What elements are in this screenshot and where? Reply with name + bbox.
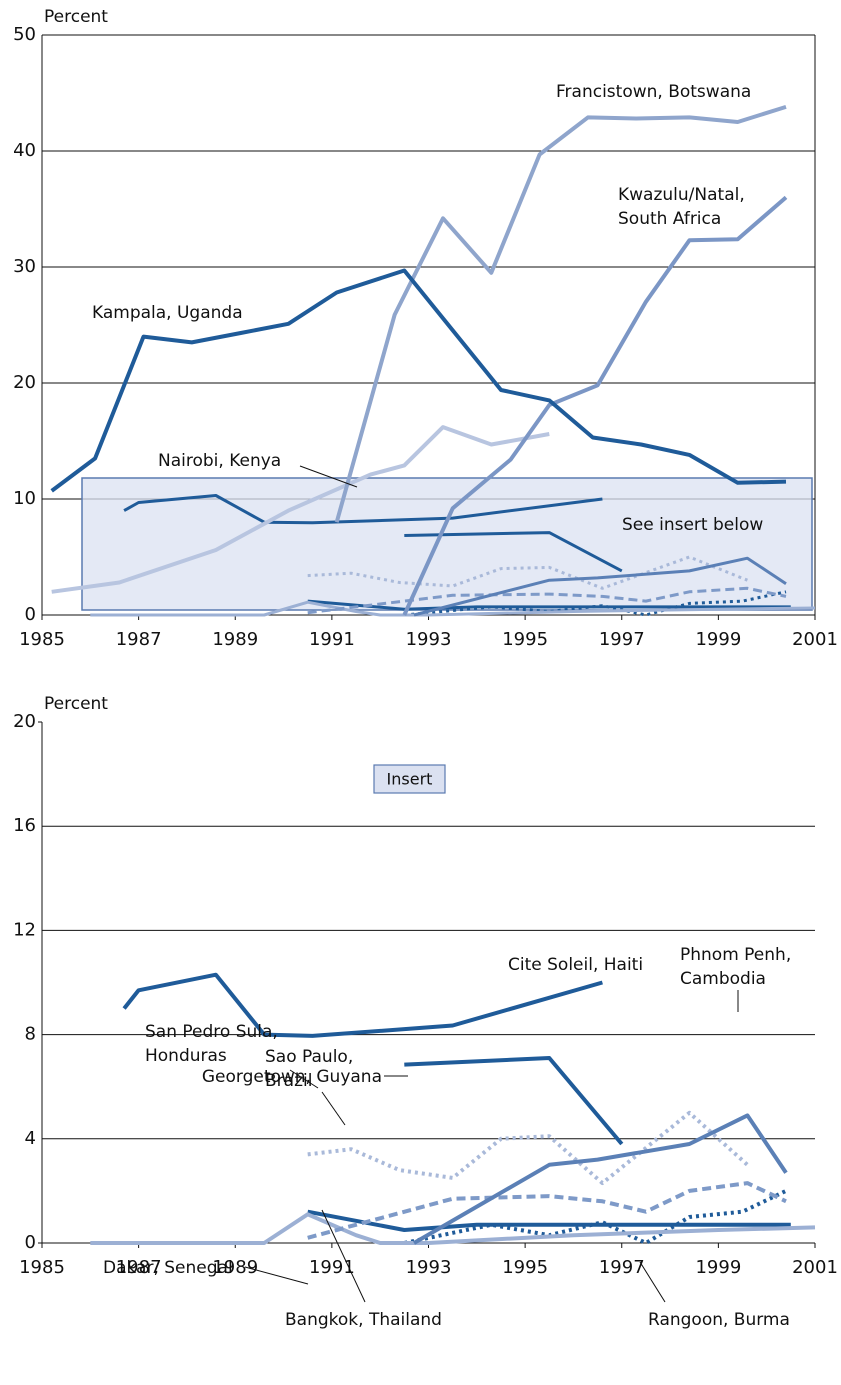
insert-title: Insert xyxy=(387,770,433,789)
x-tick-label: 1993 xyxy=(406,629,452,650)
series-line xyxy=(307,1209,791,1232)
x-tick-label: 2001 xyxy=(792,1257,838,1278)
y-tick-label: 4 xyxy=(25,1128,36,1149)
series-label: Kwazulu/Natal, South Africa xyxy=(618,185,750,229)
leader-line xyxy=(321,1091,346,1126)
y-tick-label: 50 xyxy=(13,24,36,45)
x-tick-label: 2001 xyxy=(792,629,838,650)
y-tick-label: 0 xyxy=(25,1232,36,1253)
x-tick-label: 1999 xyxy=(695,1257,741,1278)
series-label: Sao Paulo, Brazil xyxy=(265,1047,359,1091)
x-tick-label: 1997 xyxy=(599,1257,645,1278)
x-tick-label: 1995 xyxy=(502,1257,548,1278)
leader-line xyxy=(244,1266,309,1285)
series-line xyxy=(90,600,816,617)
x-tick-label: 1997 xyxy=(599,629,645,650)
leader-line xyxy=(299,465,358,488)
series-label: Nairobi, Kenya xyxy=(158,451,281,471)
series-line xyxy=(307,555,748,590)
series-line xyxy=(307,599,791,611)
y-tick-label: 8 xyxy=(25,1024,36,1045)
x-tick-label: 1995 xyxy=(502,629,548,650)
series-line xyxy=(307,1110,749,1186)
series-line xyxy=(51,425,550,594)
y-tick-label: 16 xyxy=(13,815,36,836)
series-line xyxy=(307,1181,787,1240)
leader-line xyxy=(321,1209,366,1303)
y-tick-label: 20 xyxy=(13,711,36,732)
insert-note: See insert below xyxy=(622,515,763,535)
series-line xyxy=(404,531,623,573)
x-tick-label: 1987 xyxy=(116,629,162,650)
x-tick-label: 1993 xyxy=(406,1257,452,1278)
series-line xyxy=(307,586,787,615)
series-label: Cite Soleil, Haiti xyxy=(508,955,643,975)
series-line xyxy=(404,1056,624,1146)
y-tick-label: 30 xyxy=(13,256,36,277)
series-label: San Pedro Sula, Honduras xyxy=(145,1022,283,1066)
x-tick-label: 1985 xyxy=(19,1257,65,1278)
y-tick-label: 10 xyxy=(13,488,36,509)
series-line xyxy=(402,195,788,616)
series-label: Bangkok, Thailand xyxy=(285,1310,442,1330)
x-tick-label: 1989 xyxy=(212,629,258,650)
series-line xyxy=(412,1113,788,1245)
series-label: Kampala, Uganda xyxy=(92,303,243,323)
x-tick-label: 1987 xyxy=(116,1257,162,1278)
y-axis-label: Percent xyxy=(44,7,108,27)
series-label: Phnom Penh, Cambodia xyxy=(680,945,797,989)
series-label: Dakar, Senegal xyxy=(103,1258,233,1278)
series-label: Georgetown, Guyana xyxy=(202,1067,382,1087)
series-line xyxy=(90,1212,816,1245)
series-label: Rangoon, Burma xyxy=(648,1310,790,1330)
y-tick-label: 20 xyxy=(13,372,36,393)
x-tick-label: 1991 xyxy=(309,629,355,650)
y-tick-label: 40 xyxy=(13,140,36,161)
y-tick-label: 12 xyxy=(13,919,36,940)
series-line xyxy=(122,972,603,1038)
insert-box xyxy=(373,764,446,794)
x-tick-label: 1989 xyxy=(212,1257,258,1278)
leader-line xyxy=(289,1069,319,1089)
leader-line xyxy=(639,1261,666,1303)
series-label: Francistown, Botswana xyxy=(556,82,751,102)
x-tick-label: 1999 xyxy=(695,629,741,650)
x-tick-label: 1991 xyxy=(309,1257,355,1278)
y-tick-label: 0 xyxy=(25,604,36,625)
series-line xyxy=(334,104,787,523)
series-line xyxy=(50,268,787,493)
insert-region xyxy=(81,477,813,611)
y-axis-label: Percent xyxy=(44,694,108,714)
x-tick-label: 1985 xyxy=(19,629,65,650)
series-line xyxy=(413,556,787,617)
